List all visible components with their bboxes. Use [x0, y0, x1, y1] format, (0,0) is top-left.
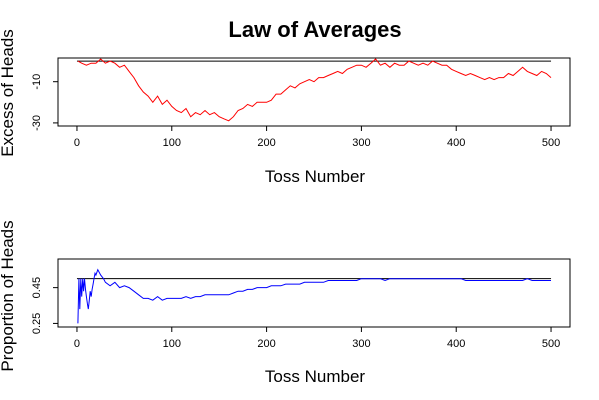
panel-2-y-tick-label: 0.45: [31, 277, 43, 298]
panel-2-y-tick-label: 0.25: [31, 313, 43, 334]
panel-2-x-tick-label: 200: [257, 338, 275, 350]
panel-1-ylabel: Excess of Heads: [0, 29, 17, 157]
panel-2-xlabel: Toss Number: [265, 367, 365, 386]
panel-1-x-tick-label: 500: [542, 137, 560, 149]
panel-1-x-tick-label: 200: [257, 137, 275, 149]
panel-2-x-tick-label: 100: [163, 338, 181, 350]
panel-1-y-tick-label: -30: [31, 115, 43, 131]
panel-2-x-tick-label: 400: [447, 338, 465, 350]
panel-1-series-line: [77, 58, 552, 122]
panel-1-x-tick-label: 300: [352, 137, 370, 149]
panel-2-x-tick-label: 500: [542, 338, 560, 350]
panel-1-y-tick-label: -10: [31, 74, 43, 90]
panel-1-xlabel: Toss Number: [265, 167, 365, 186]
proportion-of-heads-panel: Proportion of Heads Toss Number 0 100 200 3…: [0, 220, 571, 386]
panel-1-plot-frame: [57, 57, 571, 127]
panel-1-x-tick-label: 400: [447, 137, 465, 149]
panel-2-ylabel: Proportion of Heads: [0, 220, 17, 371]
panel-1-x-tick-label: 0: [74, 137, 80, 149]
panel-2-x-tick-label: 300: [352, 338, 370, 350]
panel-2-x-tick-label: 0: [74, 338, 80, 350]
chart-title: Law of Averages: [228, 17, 401, 42]
panel-2-series-line: [77, 268, 551, 324]
excess-of-heads-panel: Excess of Heads Toss Number 0 100 200 300 40…: [0, 29, 571, 186]
panel-1-x-tick-label: 100: [163, 137, 181, 149]
panel-2-plot-frame: [57, 258, 571, 328]
